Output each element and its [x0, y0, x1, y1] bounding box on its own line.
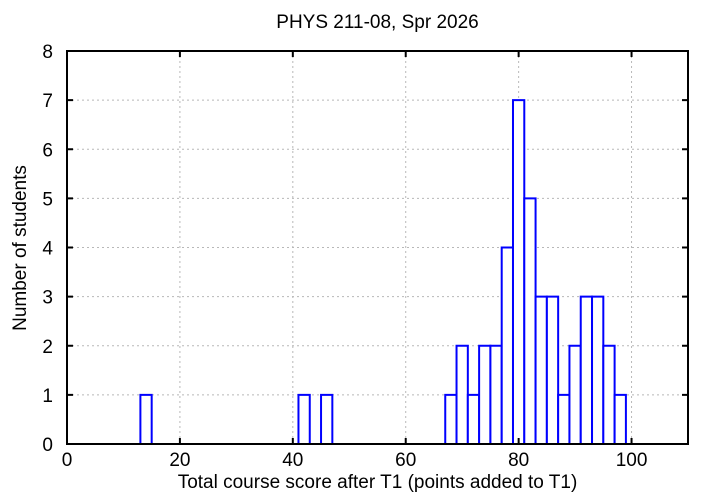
y-tick-label: 7	[42, 91, 53, 112]
y-tick-label: 4	[42, 239, 53, 260]
histogram-bar	[591, 295, 605, 445]
y-tick-label: 8	[42, 42, 53, 63]
histogram-bar	[602, 344, 616, 445]
histogram-bar	[500, 246, 514, 445]
histogram-bar	[297, 393, 311, 445]
histogram-bar	[534, 295, 548, 445]
y-tick-label: 3	[42, 288, 53, 309]
histogram-bar	[545, 295, 560, 445]
histogram-bar	[489, 344, 503, 445]
histogram-bar	[557, 393, 571, 445]
chart-title: PHYS 211-08, Spr 2026	[276, 12, 479, 33]
gridlines	[67, 51, 688, 444]
x-tick-label: 40	[282, 450, 303, 471]
y-tick-label: 6	[42, 140, 53, 161]
histogram-bar	[320, 393, 334, 445]
histogram-bar	[568, 344, 582, 445]
x-tick-label: 80	[508, 450, 529, 471]
histogram-bar	[466, 393, 481, 445]
y-tick-label: 0	[42, 435, 53, 456]
y-tick-label: 2	[42, 337, 53, 358]
histogram-bar	[511, 99, 526, 445]
histogram-bar	[613, 393, 627, 445]
x-tick-label: 0	[62, 450, 73, 471]
x-tick-label: 20	[169, 450, 190, 471]
histogram-bars	[139, 99, 627, 445]
histogram-bar	[444, 393, 458, 445]
tick-labels: 0 20 40 60 80 100 0 1 2 3 4 5 6 7 8	[42, 42, 647, 471]
tick-marks	[66, 50, 688, 445]
x-tick-label: 60	[395, 450, 416, 471]
histogram-bar	[478, 344, 492, 445]
x-axis-label: Total course score after T1 (points adde…	[177, 472, 578, 493]
histogram-bar	[523, 197, 537, 445]
histogram-bar	[139, 393, 153, 445]
histogram-bar	[455, 344, 469, 445]
x-tick-label: 100	[616, 450, 648, 471]
histogram-bar	[579, 295, 594, 445]
y-tick-label: 5	[42, 189, 53, 210]
y-tick-label: 1	[42, 386, 53, 407]
